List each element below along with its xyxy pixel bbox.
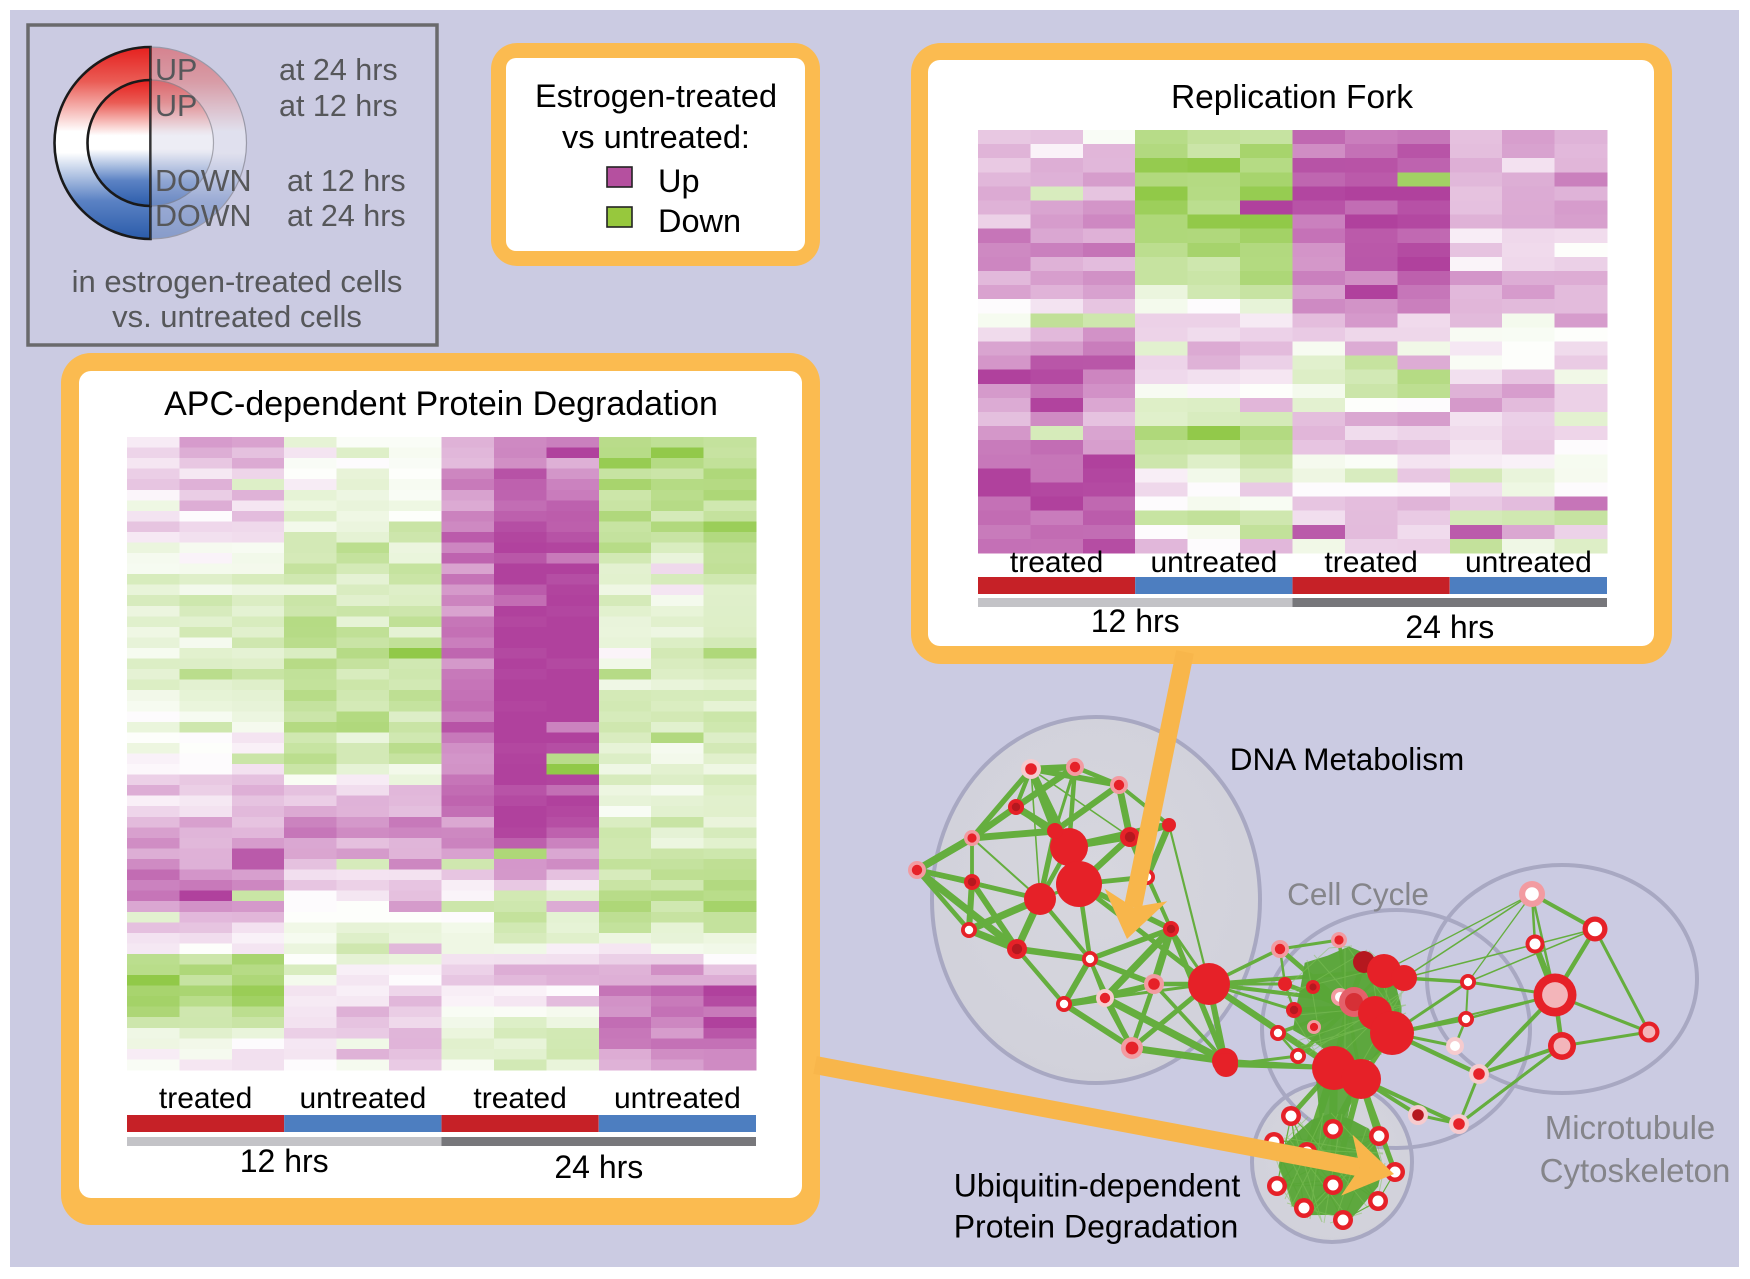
svg-text:12 hrs: 12 hrs [1091,603,1180,639]
svg-text:treated: treated [159,1082,252,1115]
svg-text:untreated: untreated [614,1082,741,1115]
svg-text:24 hrs: 24 hrs [1405,609,1494,645]
svg-text:untreated: untreated [300,1082,427,1115]
svg-text:DOWN: DOWN [155,164,252,198]
svg-text:vs untreated:: vs untreated: [562,119,750,155]
svg-text:at 24 hrs: at 24 hrs [279,53,398,87]
svg-text:at 12 hrs: at 12 hrs [287,164,406,198]
svg-text:APC-dependent Protein Degradat: APC-dependent Protein Degradation [164,385,718,423]
svg-text:treated: treated [473,1082,566,1115]
svg-text:Down: Down [658,203,741,239]
svg-text:Estrogen-treated: Estrogen-treated [535,78,777,114]
svg-text:UP: UP [155,53,197,87]
svg-text:Cytoskeleton: Cytoskeleton [1540,1152,1731,1189]
svg-text:Ubiquitin-dependent: Ubiquitin-dependent [954,1168,1241,1204]
svg-text:Protein Degradation: Protein Degradation [954,1209,1239,1245]
svg-text:Microtubule: Microtubule [1545,1109,1716,1146]
svg-text:12 hrs: 12 hrs [240,1143,329,1179]
svg-text:Replication Fork: Replication Fork [1171,79,1413,116]
svg-text:DNA Metabolism: DNA Metabolism [1230,741,1465,777]
svg-text:Cell Cycle: Cell Cycle [1287,876,1429,912]
svg-text:untreated: untreated [1465,546,1592,579]
svg-text:UP: UP [155,89,197,123]
svg-text:untreated: untreated [1151,546,1278,579]
svg-text:in estrogen-treated cells: in estrogen-treated cells [72,264,403,299]
svg-text:treated: treated [1324,546,1417,579]
svg-text:at 24 hrs: at 24 hrs [287,199,406,233]
svg-text:vs. untreated cells: vs. untreated cells [112,299,362,334]
svg-text:at 12 hrs: at 12 hrs [279,89,398,123]
svg-text:Up: Up [658,163,700,199]
svg-text:treated: treated [1010,546,1103,579]
svg-text:DOWN: DOWN [155,199,252,233]
svg-text:24 hrs: 24 hrs [554,1149,643,1185]
